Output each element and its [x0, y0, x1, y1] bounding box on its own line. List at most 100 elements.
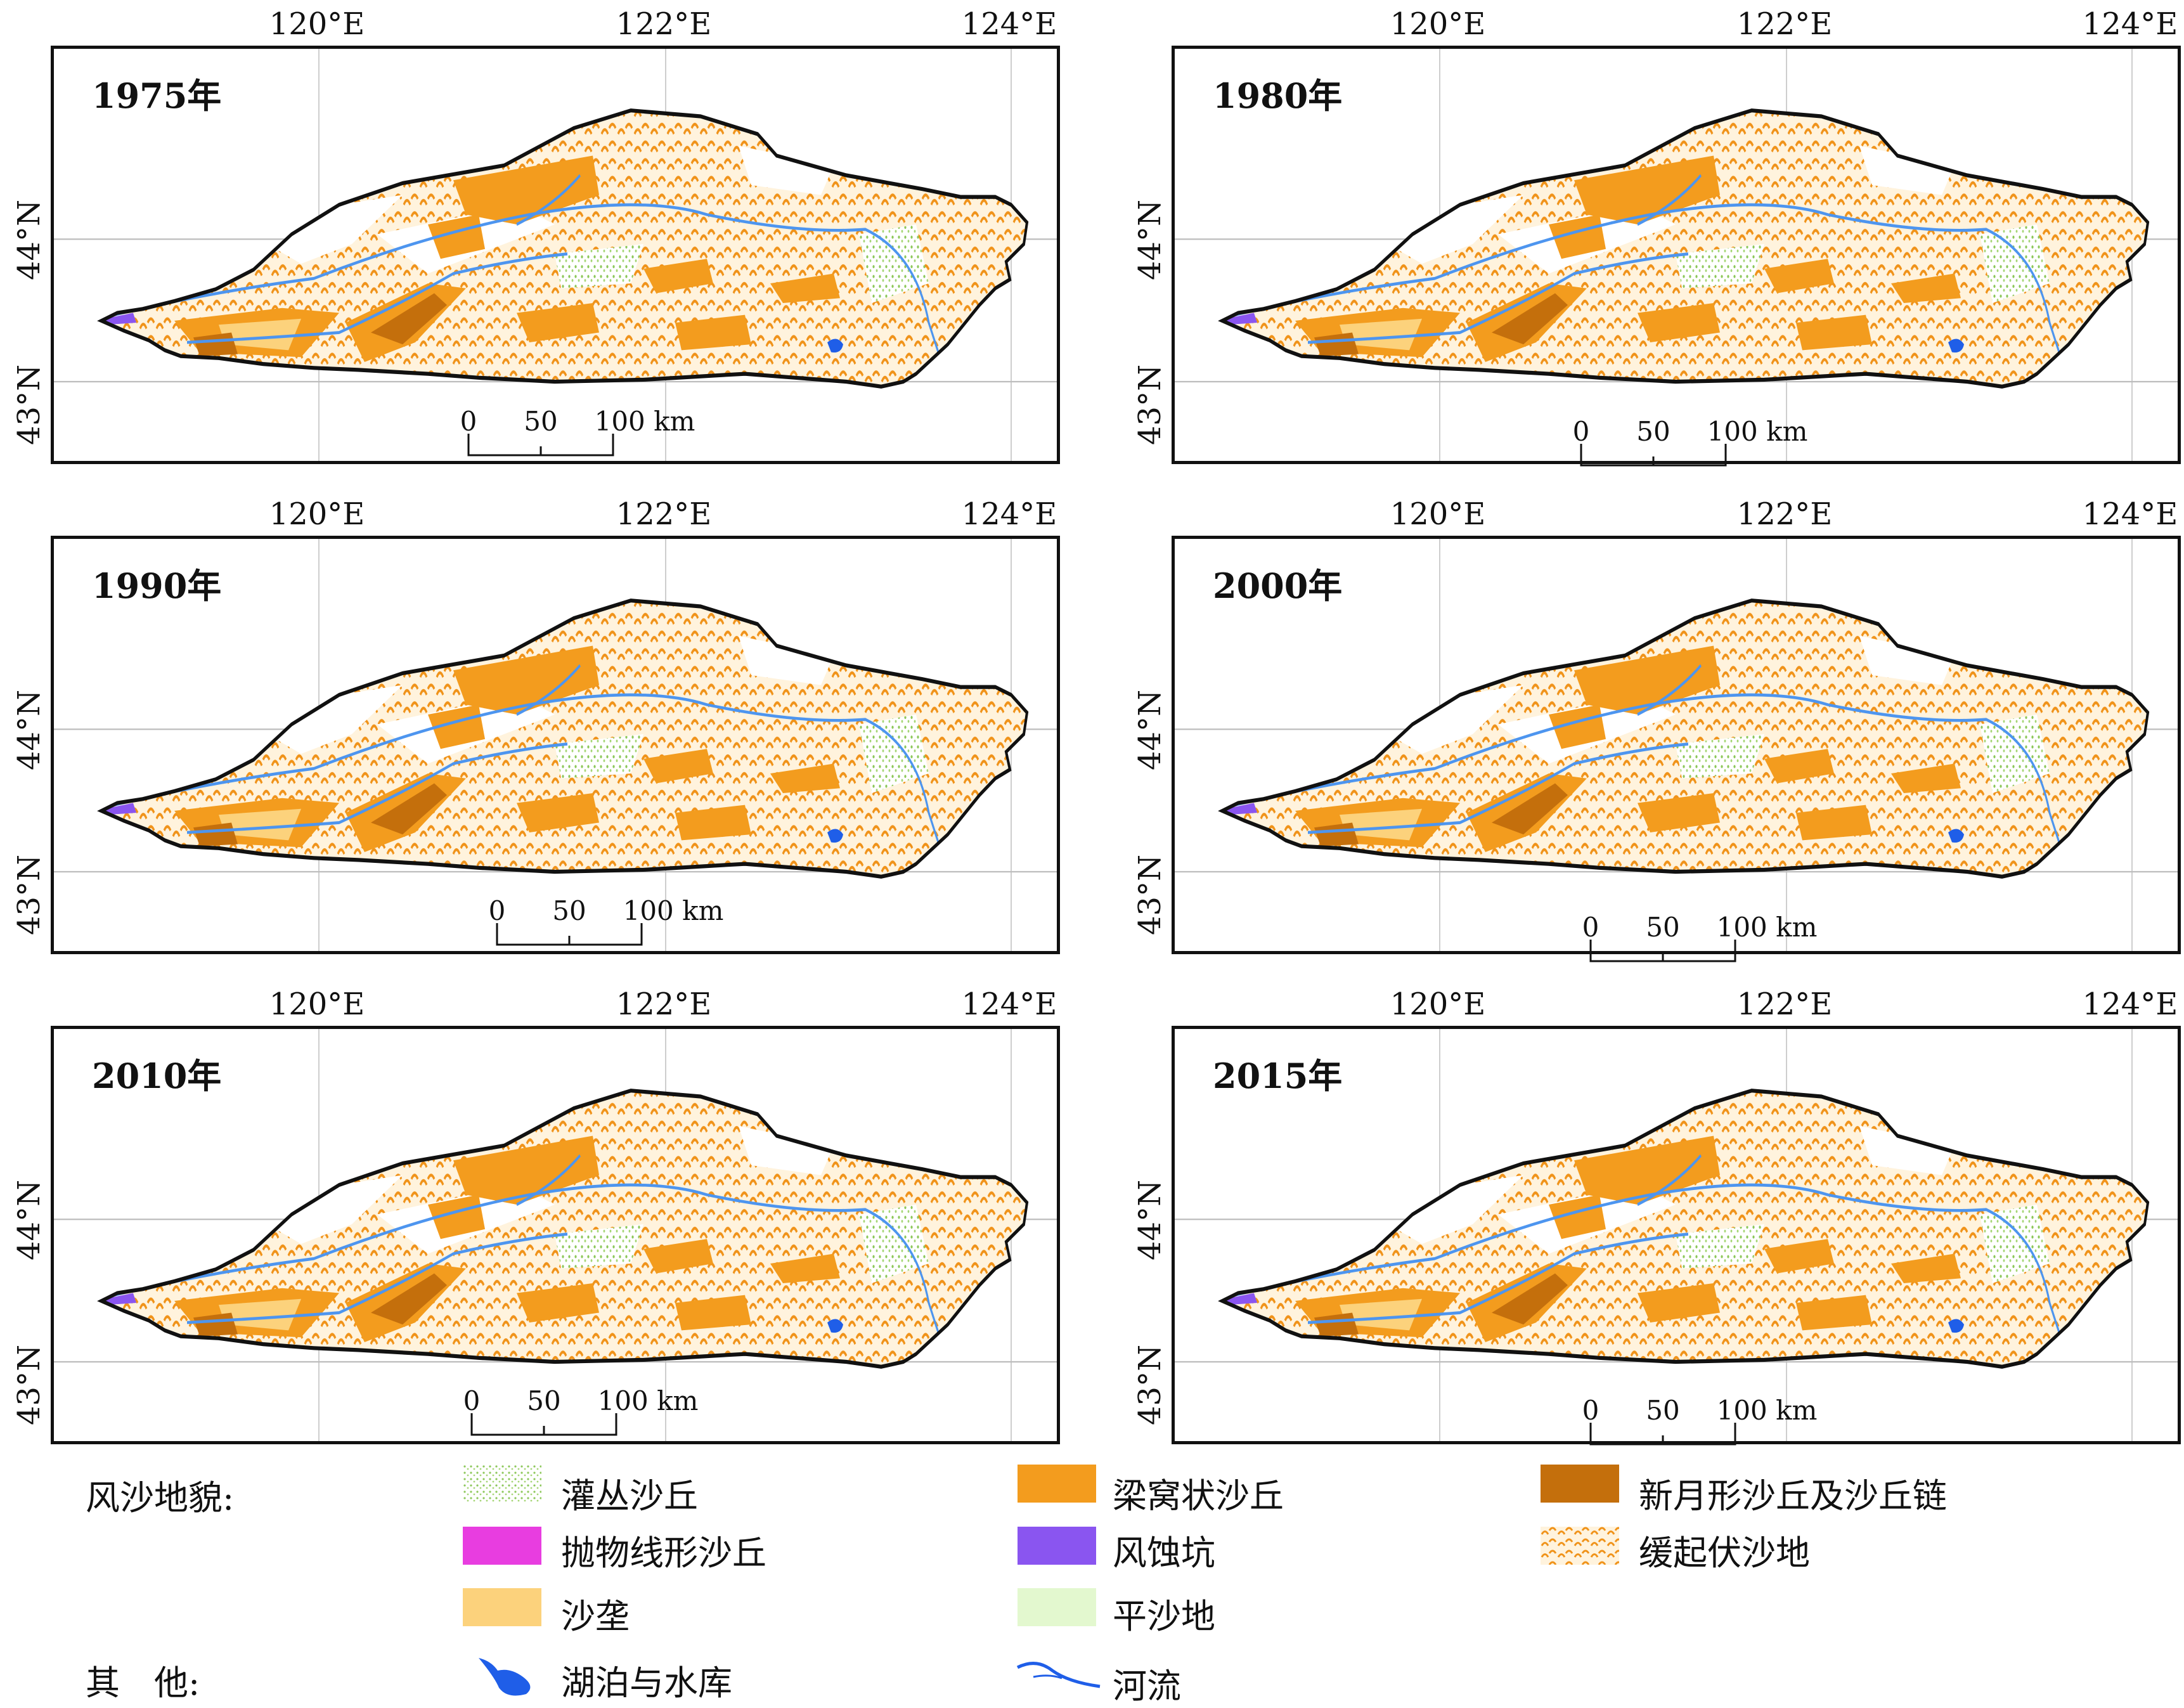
- legend-label-rivers: 河流: [1113, 1666, 1181, 1706]
- dune-patch: [453, 645, 599, 715]
- longitude-label: 124°E: [961, 496, 1057, 532]
- region-boundary: [97, 1089, 1029, 1369]
- river-line: [186, 252, 568, 344]
- lake-patch: [827, 339, 843, 353]
- longitude-label: 124°E: [2082, 496, 2178, 532]
- map-panel: 1980年: [1172, 46, 2181, 464]
- dune-patch: [250, 685, 403, 754]
- river-line: [1222, 693, 2070, 873]
- blowout-patch: [105, 313, 136, 325]
- dune-patch: [1574, 1135, 1720, 1205]
- scale-bar-tick: 100 km: [1716, 912, 1818, 943]
- dune-patch: [1308, 656, 1384, 715]
- dune-patch: [219, 1298, 301, 1331]
- dune-patch: [1859, 146, 1955, 195]
- river-line: [186, 742, 568, 834]
- legend-label-shrub-dunes: 灌丛沙丘: [561, 1476, 698, 1516]
- scale-bar-tick: 100 km: [1707, 416, 1808, 447]
- dune-patch: [1314, 332, 1359, 356]
- scale-bar-tick: 50: [1636, 416, 1670, 447]
- scale-bar-tick: 0: [463, 1385, 481, 1416]
- dune-patch: [1676, 1224, 1764, 1269]
- river-line: [1637, 1154, 1702, 1207]
- dune-patch: [193, 822, 238, 846]
- longitude-label: 120°E: [269, 6, 365, 42]
- map-panel: 1990年: [51, 536, 1060, 954]
- dune-patch: [1340, 1298, 1422, 1331]
- dune-patch: [1764, 259, 1834, 294]
- dune-patch: [1796, 1295, 1872, 1331]
- map-panel: 2015年: [1172, 1026, 2181, 1444]
- dune-patch: [1796, 805, 1872, 841]
- dune-patch: [1891, 273, 1961, 303]
- lake-patch: [1948, 1319, 1964, 1333]
- river-line: [1637, 174, 1702, 226]
- dune-patch: [453, 155, 599, 224]
- lake-patch: [1948, 339, 1964, 353]
- dune-patch: [517, 793, 599, 832]
- dune-patch: [1980, 715, 2050, 793]
- dune-patch: [675, 1295, 751, 1331]
- dune-patch: [428, 704, 485, 749]
- dune-patch: [1676, 244, 1764, 288]
- blowout-patch: [105, 1293, 136, 1305]
- river-line: [516, 664, 581, 716]
- map-canvas: [54, 539, 1057, 951]
- panel-year-label: 2015年: [1213, 1056, 1343, 1096]
- scale-bar-tick: 50: [1646, 1395, 1680, 1426]
- map-panel: 2000年: [1172, 536, 2181, 954]
- dune-patch: [770, 1253, 840, 1283]
- dune-patch: [371, 293, 447, 345]
- legend-title: 风沙地貌:: [86, 1478, 235, 1518]
- river-line: [1307, 252, 1689, 344]
- dune-patch: [250, 1175, 403, 1244]
- latitude-label: 43°N: [1132, 1344, 1168, 1425]
- dune-patch: [1574, 645, 1720, 715]
- river-line: [186, 1232, 568, 1324]
- latitude-label: 44°N: [11, 199, 47, 280]
- scale-bar-tick: 100 km: [594, 406, 695, 437]
- region-boundary: [97, 598, 1029, 879]
- map-panel: 1975年: [51, 46, 1060, 464]
- river-line: [101, 693, 949, 873]
- dune-patch: [675, 314, 751, 351]
- latitude-label: 44°N: [11, 1179, 47, 1260]
- longitude-label: 122°E: [1736, 496, 1833, 532]
- dune-patch: [193, 1312, 238, 1336]
- longitude-label: 122°E: [1736, 987, 1833, 1022]
- map-canvas: [54, 1029, 1057, 1441]
- dune-patch: [1371, 195, 1523, 264]
- latitude-label: 43°N: [11, 1344, 47, 1425]
- dune-patch: [428, 1194, 485, 1239]
- latitude-label: 44°N: [11, 689, 47, 770]
- blowout-patch: [1225, 313, 1257, 325]
- dune-patch: [770, 763, 840, 793]
- dune-patch: [555, 1224, 643, 1269]
- dune-patch: [1549, 214, 1606, 259]
- latitude-label: 43°N: [11, 854, 47, 935]
- dune-patch: [428, 214, 485, 259]
- latitude-label: 44°N: [1132, 1179, 1168, 1260]
- dune-patch: [1859, 636, 1955, 685]
- legend-label-blowout: 风蚀坑: [1113, 1533, 1215, 1573]
- latitude-label: 43°N: [1132, 854, 1168, 935]
- map-canvas: [54, 49, 1057, 461]
- dune-patch: [219, 318, 301, 351]
- region-boundary: [1218, 598, 2150, 879]
- legend-label-sand-ridge: 沙垄: [561, 1596, 630, 1636]
- dune-patch: [1371, 1175, 1523, 1244]
- dune-patch: [675, 805, 751, 841]
- longitude-label: 120°E: [1390, 6, 1486, 42]
- dune-patch: [187, 656, 263, 715]
- panel-year-label: 2010年: [92, 1056, 222, 1096]
- dune-patch: [371, 783, 447, 835]
- region-boundary: [1218, 1089, 2150, 1369]
- dune-patch: [1796, 314, 1872, 351]
- map-canvas: [1175, 49, 2178, 461]
- dune-patch: [1638, 1283, 1720, 1323]
- longitude-label: 122°E: [616, 496, 712, 532]
- longitude-label: 124°E: [2082, 6, 2178, 42]
- longitude-label: 120°E: [269, 987, 365, 1022]
- river-line: [101, 203, 949, 383]
- scale-bar-tick: 0: [460, 406, 477, 437]
